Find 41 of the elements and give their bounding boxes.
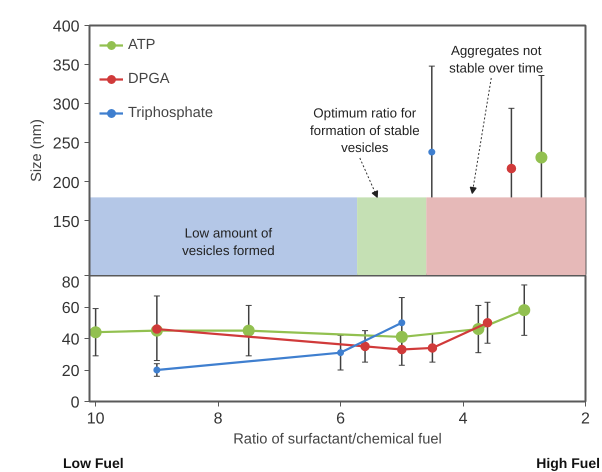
y-tick-label: 80 [62,274,80,292]
text: High Fuel [536,454,600,472]
x-tick-label: 4 [458,410,468,428]
point [398,319,406,326]
y-tick-label: 400 [52,18,80,36]
point [535,152,548,164]
annotation: Optimum ratio for formation of stable vesicles [310,106,420,155]
point [428,343,438,353]
legend-label: ATP [128,37,156,53]
x-tick-label: 2 [581,410,590,428]
point [506,164,516,174]
point [90,326,102,338]
y-tick-label: 250 [52,136,80,153]
y-tick-label: 200 [52,174,80,192]
point [360,342,370,352]
text: Low Fuel [63,454,124,472]
x-axis-title: Ratio of surfactant/chemical fuel [233,432,442,448]
point [428,148,436,156]
point [396,330,408,343]
y-tick-label: 20 [62,363,80,380]
x-tick-label: 8 [214,410,223,428]
point [152,324,162,334]
x-tick-label: 6 [336,410,346,428]
point [337,349,344,356]
point [397,344,407,354]
y-tick-label: 150 [52,214,80,231]
annotation: Aggregates not stable over time [449,43,544,76]
y-axis-title: Size (nm) [28,119,45,182]
y-tick-label: 60 [62,300,80,317]
x-tick-label: 10 [86,410,105,428]
legend-label: Triphosphate [128,105,214,121]
point [518,304,530,316]
point [242,324,255,337]
annotation: Low amount of vesicles formed [182,226,275,258]
point [153,366,160,374]
legend-label: DPGA [128,71,170,87]
y-tick-label: 0 [70,394,80,412]
point [482,318,492,328]
y-tick-label: 40 [62,332,80,348]
y-tick-label: 300 [52,96,80,114]
y-tick-label: 350 [52,58,80,75]
